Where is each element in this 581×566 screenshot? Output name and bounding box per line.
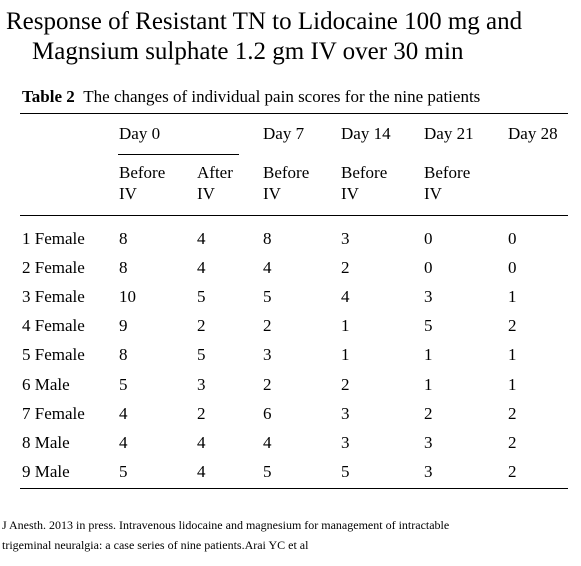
cell: 2 bbox=[263, 316, 272, 336]
day-header: Day 0 bbox=[119, 124, 161, 143]
cell: 2 bbox=[508, 432, 517, 452]
cell: 4 bbox=[263, 432, 272, 452]
cell: 1 bbox=[341, 345, 350, 365]
cell: 2 bbox=[341, 374, 350, 394]
cell: 4 bbox=[263, 258, 272, 278]
row-label: 6 Male bbox=[22, 374, 70, 394]
cell: 3 bbox=[263, 345, 272, 365]
cell: 2 bbox=[263, 374, 272, 394]
cell: 4 bbox=[119, 432, 128, 452]
rule bbox=[20, 215, 568, 216]
cell: 5 bbox=[197, 345, 206, 365]
cell: 9 bbox=[119, 316, 128, 336]
cell: 1 bbox=[341, 316, 350, 336]
sub-header: IV bbox=[424, 184, 442, 203]
cell: 5 bbox=[424, 316, 433, 336]
cell: 4 bbox=[197, 461, 206, 481]
row-label: 1 Female bbox=[22, 229, 85, 248]
cell: 3 bbox=[341, 432, 350, 452]
day-header: Day 28 bbox=[508, 124, 558, 143]
row-label: 4 Female bbox=[22, 316, 85, 336]
caption-text: The changes of individual pain scores fo… bbox=[83, 87, 481, 106]
row-label: 8 Male bbox=[22, 432, 70, 452]
cell: 8 bbox=[263, 229, 272, 248]
cell: 3 bbox=[424, 461, 433, 481]
cell: 2 bbox=[424, 403, 433, 423]
cell: 8 bbox=[119, 229, 128, 248]
sub-header: After bbox=[197, 163, 233, 182]
footnote: J Anesth. 2013 in press. Intravenous lid… bbox=[2, 518, 450, 532]
cell: 4 bbox=[197, 432, 206, 452]
row-label: 7 Female bbox=[22, 403, 85, 423]
cell: 10 bbox=[119, 287, 136, 307]
sub-header: IV bbox=[119, 184, 137, 203]
cell: 8 bbox=[119, 258, 128, 278]
cell: 5 bbox=[119, 461, 128, 481]
cell: 1 bbox=[508, 374, 517, 394]
cell: 3 bbox=[424, 287, 433, 307]
cell: 3 bbox=[424, 432, 433, 452]
cell: 0 bbox=[424, 258, 433, 278]
row-label: 3 Female bbox=[22, 287, 85, 307]
cell: 6 bbox=[263, 403, 272, 423]
cell: 2 bbox=[508, 461, 517, 481]
cell: 1 bbox=[424, 374, 433, 394]
cell: 3 bbox=[341, 229, 350, 248]
cell: 4 bbox=[197, 229, 206, 248]
day-header: Day 7 bbox=[263, 124, 305, 143]
sub-header: Before bbox=[424, 163, 471, 182]
day-header: Day 21 bbox=[424, 124, 474, 143]
title: Magnsium sulphate 1.2 gm IV over 30 min bbox=[32, 38, 464, 65]
day-header: Day 14 bbox=[341, 124, 391, 143]
caption: Table 2 The changes of individual pain s… bbox=[22, 88, 480, 105]
cell: 2 bbox=[508, 403, 517, 423]
sub-header: Before bbox=[341, 163, 388, 182]
row-label: 5 Female bbox=[22, 345, 85, 365]
cell: 2 bbox=[341, 258, 350, 278]
footnote: trigeminal neuralgia: a case series of n… bbox=[2, 538, 309, 552]
rule bbox=[118, 154, 239, 155]
cell: 4 bbox=[341, 287, 350, 307]
cell: 5 bbox=[263, 461, 272, 481]
cell: 2 bbox=[508, 316, 517, 336]
cell: 2 bbox=[197, 316, 206, 336]
rule bbox=[20, 488, 568, 489]
cell: 4 bbox=[197, 258, 206, 278]
sub-header: Before bbox=[263, 163, 310, 182]
cell: 2 bbox=[197, 403, 206, 423]
rule bbox=[20, 113, 568, 114]
sub-header: IV bbox=[341, 184, 359, 203]
sub-header: IV bbox=[197, 184, 215, 203]
row-label: 9 Male bbox=[22, 461, 70, 481]
cell: 5 bbox=[263, 287, 272, 307]
cell: 3 bbox=[341, 403, 350, 423]
cell: 0 bbox=[508, 258, 517, 278]
cell: 5 bbox=[119, 374, 128, 394]
cell: 5 bbox=[341, 461, 350, 481]
cell: 1 bbox=[508, 345, 517, 365]
cell: 0 bbox=[508, 229, 517, 248]
row-label: 2 Female bbox=[22, 258, 85, 278]
cell: 5 bbox=[197, 287, 206, 307]
cell: 3 bbox=[197, 374, 206, 394]
title: Response of Resistant TN to Lidocaine 10… bbox=[6, 8, 523, 35]
cell: 8 bbox=[119, 345, 128, 365]
caption-label: Table 2 bbox=[22, 87, 75, 106]
sub-header: IV bbox=[263, 184, 281, 203]
cell: 1 bbox=[508, 287, 517, 307]
cell: 1 bbox=[424, 345, 433, 365]
sub-header: Before bbox=[119, 163, 166, 182]
cell: 0 bbox=[424, 229, 433, 248]
cell: 4 bbox=[119, 403, 128, 423]
